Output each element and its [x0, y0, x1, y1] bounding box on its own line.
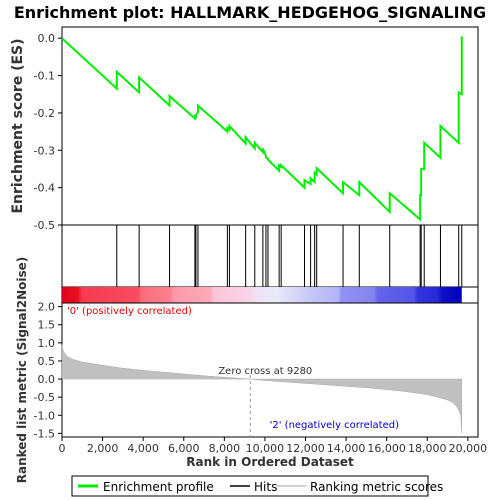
x-tick-label: 4,000 [127, 442, 159, 455]
hits-plot-area [61, 224, 479, 288]
metric-panel: 2.0 1.5 1.0 0.5 0.0 -0.5 -1.0 -1.5 0 2,000 4,000 6… [15, 257, 487, 484]
legend-label-hits: Hits [254, 480, 277, 494]
x-tick-label: 0 [59, 442, 66, 455]
es-y-tick-label: -0.2 [34, 107, 55, 120]
hits-panel [61, 224, 479, 288]
es-y-tick-label: -0.5 [34, 219, 55, 232]
metric-y-axis-label: Ranked list metric (Signal2Noise) [15, 257, 29, 484]
ranking-color-bar [61, 286, 479, 304]
metric-y-tick-label: 0.5 [38, 355, 56, 368]
es-series [61, 36, 463, 222]
metric-y-tick-label: 0.0 [38, 373, 56, 386]
enrichment-profile-line [61, 36, 463, 222]
x-tick-label: 12,000 [286, 442, 325, 455]
x-tick-label: 2,000 [87, 442, 119, 455]
metric-x-axis-label: Rank in Ordered Dataset [186, 455, 354, 469]
ranking-bar-gradient [62, 287, 462, 303]
hit-markers [116, 225, 463, 287]
chart-title: Enrichment plot: HALLMARK_HEDGEHOG_SIGNA… [14, 3, 486, 22]
es-y-axis-label: Enrichment score (ES) [10, 38, 26, 213]
metric-y-axis: 2.0 1.5 1.0 0.5 0.0 -0.5 -1.0 -1.5 [34, 301, 62, 440]
es-plot-area [61, 26, 479, 226]
es-y-tick-label: -0.3 [34, 144, 55, 157]
metric-x-axis: 0 2,000 4,000 6,000 8,000 10,000 12,000 14,000 1… [59, 437, 488, 455]
zero-cross-label: Zero cross at 9280 [218, 366, 312, 377]
x-tick-label: 16,000 [367, 442, 406, 455]
negative-correlation-label: '2' (negatively correlated) [270, 420, 399, 431]
es-y-tick-label: 0.0 [38, 32, 56, 45]
metric-y-tick-label: -0.5 [34, 391, 55, 404]
x-tick-label: 10,000 [246, 442, 285, 455]
legend: Enrichment profile Hits Ranking metric s… [71, 475, 443, 497]
es-y-axis: 0.0 -0.1 -0.2 -0.3 -0.4 -0.5 [34, 32, 62, 232]
es-panel: 0.0 -0.1 -0.2 -0.3 -0.4 -0.5 Enrichment score… [10, 26, 479, 232]
legend-label-enrichment: Enrichment profile [103, 480, 214, 494]
x-tick-label: 14,000 [327, 442, 366, 455]
metric-y-tick-label: -1.5 [34, 427, 55, 440]
metric-y-tick-label: 2.0 [38, 301, 56, 314]
ranking-metric-area [61, 344, 463, 434]
es-y-tick-label: -0.1 [34, 70, 55, 83]
x-tick-label: 6,000 [168, 442, 200, 455]
x-tick-label: 8,000 [209, 442, 241, 455]
legend-label-metric: Ranking metric scores [310, 480, 443, 494]
metric-y-tick-label: 1.5 [38, 319, 56, 332]
x-tick-label: 20,000 [449, 442, 488, 455]
metric-series [61, 344, 463, 434]
x-tick-label: 18,000 [408, 442, 447, 455]
es-y-tick-label: -0.4 [34, 182, 55, 195]
metric-y-tick-label: 1.0 [38, 337, 56, 350]
metric-y-tick-label: -1.0 [34, 409, 55, 422]
positive-correlation-label: '0' (positively correlated) [67, 306, 192, 317]
